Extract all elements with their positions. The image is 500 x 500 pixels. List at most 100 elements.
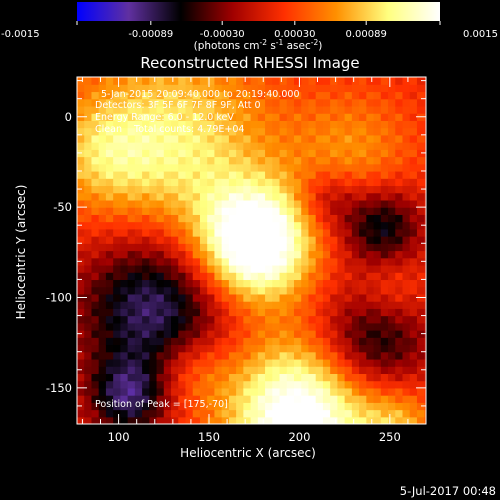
heatmap-cell bbox=[134, 286, 143, 295]
heatmap-cell bbox=[250, 149, 259, 158]
heatmap-cell bbox=[344, 134, 353, 143]
chart-title: Reconstructed RHESSI Image bbox=[140, 54, 359, 72]
heatmap-cell bbox=[395, 192, 404, 201]
heatmap-cell bbox=[330, 387, 338, 396]
heatmap-cell bbox=[272, 366, 281, 374]
heatmap-cell bbox=[77, 142, 85, 150]
heatmap-cell bbox=[424, 163, 426, 172]
heatmap-cell bbox=[279, 77, 288, 85]
heatmap-cell bbox=[308, 344, 317, 353]
heatmap-cell bbox=[149, 221, 158, 230]
heatmap-cell bbox=[322, 402, 331, 411]
heatmap-cell bbox=[395, 416, 404, 424]
heatmap-cell bbox=[330, 207, 338, 215]
heatmap-cell bbox=[98, 185, 107, 194]
heatmap-cell bbox=[156, 156, 165, 165]
heatmap-cell bbox=[380, 178, 389, 187]
heatmap-cell bbox=[286, 380, 295, 389]
heatmap-cell bbox=[185, 113, 194, 121]
heatmap-cell bbox=[105, 373, 114, 382]
heatmap-cell bbox=[416, 257, 425, 266]
heatmap-cell bbox=[228, 98, 237, 107]
heatmap-cell bbox=[373, 84, 382, 93]
heatmap-cell bbox=[388, 91, 396, 100]
heatmap-cell bbox=[308, 380, 317, 389]
heatmap-cell bbox=[279, 387, 288, 396]
heatmap-cell bbox=[221, 91, 230, 100]
heatmap-cell bbox=[236, 243, 244, 252]
heatmap-cell bbox=[171, 344, 179, 353]
heatmap-cell bbox=[243, 170, 252, 179]
heatmap-cell bbox=[301, 221, 310, 230]
heatmap-cell bbox=[127, 272, 136, 281]
y-tick-label: -100 bbox=[46, 290, 72, 304]
heatmap-cell bbox=[315, 257, 324, 266]
heatmap-cell bbox=[322, 192, 331, 201]
heatmap-cell bbox=[272, 344, 281, 353]
heatmap-cell bbox=[293, 330, 302, 338]
heatmap-cell bbox=[113, 192, 121, 201]
heatmap-cell bbox=[265, 134, 273, 143]
heatmap-cell bbox=[388, 366, 396, 374]
heatmap-cell bbox=[366, 170, 375, 179]
heatmap-cell bbox=[424, 192, 426, 201]
heatmap-cell bbox=[395, 199, 404, 208]
heatmap-cell bbox=[149, 163, 158, 172]
heatmap-cell bbox=[402, 192, 411, 201]
heatmap-cell bbox=[308, 315, 317, 324]
heatmap-cell bbox=[149, 380, 158, 389]
heatmap-cell bbox=[142, 207, 150, 215]
heatmap-cell bbox=[199, 105, 208, 114]
heatmap-cell bbox=[149, 337, 158, 346]
heatmap-cell bbox=[265, 402, 273, 411]
heatmap-cell bbox=[127, 77, 136, 85]
heatmap-cell bbox=[178, 344, 187, 353]
heatmap-cell bbox=[91, 402, 100, 411]
y-tick-label: 0 bbox=[65, 110, 72, 124]
heatmap-cell bbox=[402, 120, 411, 129]
heatmap-cell bbox=[337, 149, 346, 158]
heatmap-cell bbox=[301, 293, 310, 302]
heatmap-cell bbox=[322, 409, 331, 418]
heatmap-cell bbox=[163, 199, 172, 208]
heatmap-cell bbox=[221, 228, 230, 237]
heatmap-cell bbox=[127, 243, 136, 252]
heatmap-cell bbox=[301, 279, 310, 288]
heatmap-cell bbox=[286, 178, 295, 187]
heatmap-cell bbox=[359, 337, 367, 346]
heatmap-cell bbox=[337, 142, 346, 150]
heatmap-cell bbox=[98, 264, 107, 273]
heatmap-cell bbox=[344, 91, 353, 100]
heatmap-cell bbox=[105, 105, 114, 114]
heatmap-cell bbox=[120, 91, 129, 100]
heatmap-cell bbox=[84, 149, 93, 158]
heatmap-cell bbox=[142, 221, 150, 230]
heatmap-cell bbox=[366, 156, 375, 165]
heatmap-cell bbox=[207, 207, 216, 215]
heatmap-cell bbox=[301, 156, 310, 165]
heatmap-cell bbox=[351, 178, 360, 187]
heatmap-cell bbox=[402, 344, 411, 353]
heatmap-cell bbox=[250, 387, 259, 396]
heatmap-cell bbox=[293, 308, 302, 317]
heatmap-cell bbox=[395, 301, 404, 309]
heatmap-cell bbox=[84, 337, 93, 346]
heatmap-cell bbox=[127, 387, 136, 396]
heatmap-cell bbox=[301, 178, 310, 187]
heatmap-cell bbox=[236, 337, 244, 346]
heatmap-cell bbox=[308, 301, 317, 309]
heatmap-cell bbox=[192, 134, 201, 143]
heatmap-cell bbox=[120, 264, 129, 273]
heatmap-cell bbox=[77, 199, 85, 208]
heatmap-cell bbox=[134, 344, 143, 353]
heatmap-cell bbox=[207, 322, 216, 331]
heatmap-cell bbox=[185, 142, 194, 150]
heatmap-cell bbox=[171, 409, 179, 418]
heatmap-cell bbox=[98, 279, 107, 288]
heatmap-cell bbox=[366, 358, 375, 367]
heatmap-cell bbox=[163, 214, 172, 223]
heatmap-cell bbox=[127, 185, 136, 194]
heatmap-cell bbox=[286, 243, 295, 252]
heatmap-cell bbox=[185, 120, 194, 129]
heatmap-cell bbox=[91, 416, 100, 424]
